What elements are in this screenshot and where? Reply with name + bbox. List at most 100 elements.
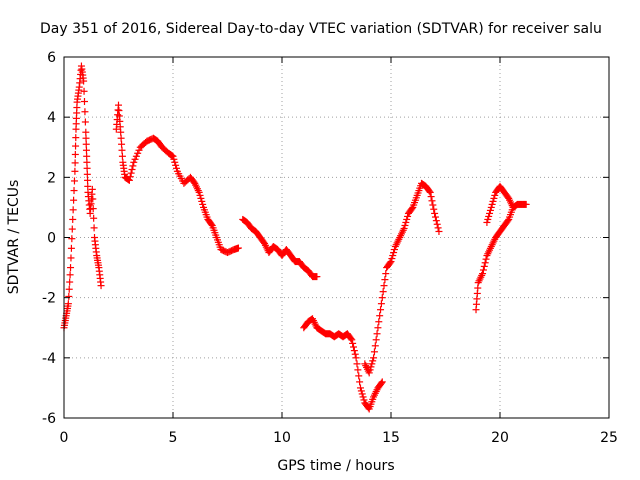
data-point: [313, 273, 321, 281]
data-point: [129, 162, 137, 170]
data-point: [198, 197, 206, 205]
data-point: [355, 372, 363, 380]
data-point: [390, 246, 398, 254]
data-point: [359, 393, 367, 401]
data-point: [367, 363, 375, 371]
data-point: [168, 152, 176, 160]
y-tick-label: 0: [47, 231, 56, 247]
data-point: [351, 350, 359, 358]
data-point: [349, 339, 357, 347]
data-point: [80, 98, 88, 106]
data-point: [486, 206, 494, 214]
data-point: [199, 200, 207, 208]
data-point: [369, 357, 377, 365]
data-point: [504, 217, 512, 225]
data-point: [89, 205, 97, 213]
data-point: [118, 146, 126, 154]
y-tick-label: 6: [47, 50, 56, 66]
data-point: [389, 252, 397, 260]
data-point: [128, 166, 136, 174]
data-point: [68, 235, 76, 243]
data-point: [381, 276, 389, 284]
data-point: [485, 212, 493, 220]
y-tick-label: -2: [42, 291, 56, 307]
data-point: [366, 366, 374, 374]
data-point: [90, 224, 98, 232]
data-point: [97, 282, 105, 290]
data-point: [127, 169, 135, 177]
data-point: [375, 318, 383, 326]
data-point: [429, 201, 437, 209]
data-point: [358, 390, 366, 398]
data-point: [234, 244, 242, 252]
y-tick-label: 4: [47, 110, 56, 126]
data-point: [82, 140, 90, 148]
data-point: [117, 128, 125, 136]
data-point: [353, 360, 361, 368]
data-point: [431, 213, 439, 221]
data-point: [81, 118, 89, 126]
data-point: [388, 255, 396, 263]
data-point: [427, 193, 435, 201]
data-point: [67, 264, 75, 272]
data-point: [489, 197, 497, 205]
data-point: [130, 158, 138, 166]
data-point: [118, 152, 126, 160]
data-point: [379, 288, 387, 296]
data-point: [83, 170, 91, 178]
data-point: [376, 312, 384, 320]
data-point: [65, 292, 73, 300]
data-point: [84, 176, 92, 184]
data-point: [354, 366, 362, 374]
data-point: [479, 266, 487, 274]
data-point: [207, 220, 215, 228]
data-point: [64, 300, 72, 308]
data-point: [170, 155, 178, 163]
data-point: [82, 134, 90, 142]
data-point: [430, 205, 438, 213]
data-point: [70, 177, 78, 185]
data-point: [426, 188, 434, 196]
data-point: [488, 200, 496, 208]
data-point: [378, 378, 386, 386]
data-point: [126, 173, 134, 181]
data-point: [135, 146, 143, 154]
data-point: [509, 203, 517, 211]
data-point: [377, 306, 385, 314]
data-point: [83, 164, 91, 172]
data-point: [402, 218, 410, 226]
data-point: [68, 225, 76, 233]
x-tick-label: 25: [600, 430, 618, 446]
data-point: [88, 185, 96, 193]
data-point: [372, 336, 380, 344]
data-point: [89, 195, 97, 203]
data-point: [117, 134, 125, 142]
x-tick-label: 5: [169, 430, 178, 446]
data-point: [370, 354, 378, 362]
data-point: [67, 254, 75, 262]
data-point: [377, 379, 385, 387]
data-point: [380, 282, 388, 290]
data-point: [348, 336, 356, 344]
data-point: [134, 149, 142, 157]
data-point: [356, 384, 364, 392]
data-point: [356, 378, 364, 386]
data-point: [371, 342, 379, 350]
data-point: [373, 330, 381, 338]
data-point: [80, 87, 88, 95]
data-point: [90, 214, 98, 222]
data-point: [400, 224, 408, 232]
data-marks: [60, 62, 530, 413]
x-tick-label: 20: [491, 430, 509, 446]
y-tick-label: 2: [47, 170, 56, 186]
data-point: [435, 227, 443, 235]
x-tick-label: 10: [273, 430, 291, 446]
data-point: [66, 271, 74, 279]
data-point: [82, 146, 90, 154]
data-point: [132, 152, 140, 160]
data-point: [484, 215, 492, 223]
x-axis-label: GPS time / hours: [277, 458, 394, 474]
data-point: [360, 396, 368, 404]
data-point: [483, 218, 491, 226]
data-point: [382, 270, 390, 278]
